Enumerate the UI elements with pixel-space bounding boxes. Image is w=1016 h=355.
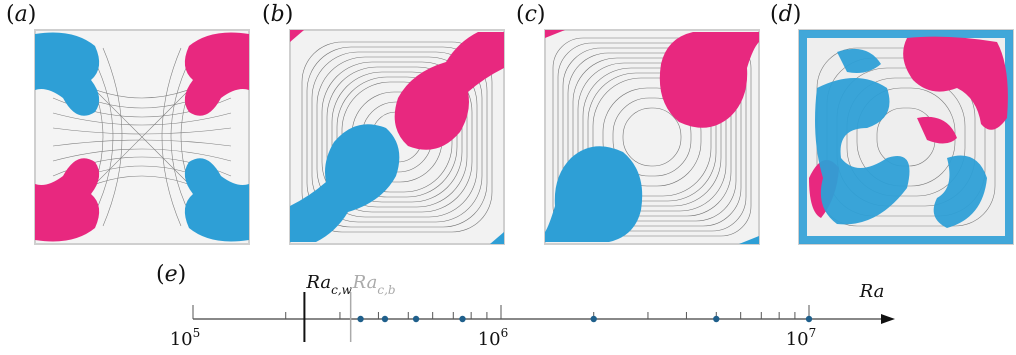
tick-label: 106 [478,326,509,350]
sample-dot [590,315,597,323]
axis-arrowhead [881,314,895,324]
threshold-label: Rac,w [305,272,352,297]
tick-label: 105 [170,326,201,350]
sample-dot [381,315,389,323]
panel-label-a: (a) [6,2,37,27]
panel-label-e: (e) [156,262,187,287]
hot-plume-mid [917,116,957,144]
hot-plume-top-right [184,32,249,116]
cold-plume-swirl [815,78,910,225]
hot-corner-sliver [545,30,565,38]
hot-plume-top [903,36,1008,130]
cold-plume-top-left [35,32,100,116]
sample-dot [412,315,420,323]
sample-dot [357,315,364,323]
threshold-label: Rac,b [352,272,396,297]
streamlines [552,37,752,237]
hot-plume-bottom-left [35,158,100,242]
panel-label-d: (d) [770,2,802,27]
hot-plume [394,32,504,150]
cold-plume-upper [837,48,881,73]
cold-plume-bottom-right [184,158,249,242]
sample-dot [805,315,813,323]
panel-d-flow-visualization [798,29,1014,245]
cold-plume [545,146,643,242]
cold-plume-right [933,155,987,228]
panel-a-flow-visualization [34,29,250,245]
panel-c-flow-visualization [544,29,760,245]
cold-corner-sliver [739,236,759,244]
tick-label: 107 [786,326,817,350]
sample-dot [713,315,720,323]
hot-corner-sliver [290,30,304,42]
cold-corner-sliver [490,232,504,244]
sample-dot [459,315,466,323]
panel-b-flow-visualization [289,29,505,245]
axis-label: Ra [859,281,885,302]
panel-label-b: (b) [262,2,294,27]
panel-label-c: (c) [516,2,546,27]
cold-plume [290,124,400,242]
hot-plume [659,32,759,128]
